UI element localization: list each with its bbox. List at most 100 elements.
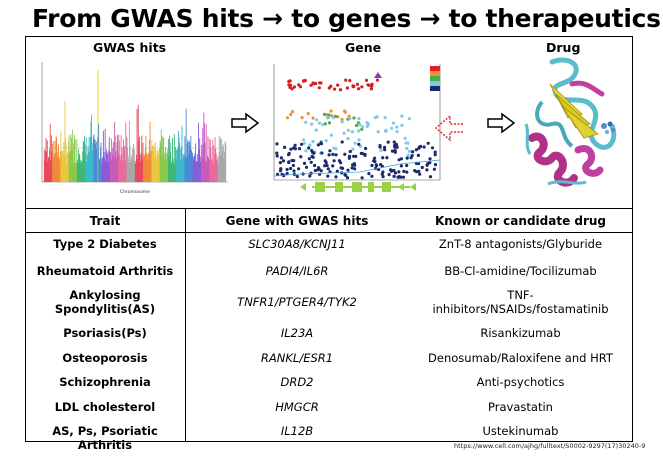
arrow-right-icon — [231, 112, 260, 134]
snp-point — [340, 117, 344, 122]
snp-point — [293, 147, 297, 151]
arrow-right-icon — [487, 112, 516, 134]
snp-point — [381, 170, 385, 174]
snp-point — [292, 169, 296, 173]
snp-point — [317, 86, 321, 90]
snp-point — [278, 161, 282, 165]
snp-point — [289, 147, 293, 151]
table-cell-drug: Ustekinumab — [482, 424, 559, 438]
snp-point — [426, 141, 430, 145]
snp-point — [335, 169, 339, 173]
snp-point — [346, 128, 350, 132]
snp-point — [306, 112, 310, 116]
protein-structure-image — [524, 57, 617, 187]
snp-point — [386, 140, 390, 144]
snp-point — [316, 168, 320, 172]
table-cell-drug: TNF- inhibitors/NSAIDs/fostamatinib — [408, 288, 633, 316]
snp-point — [285, 167, 289, 172]
snp-point — [310, 154, 314, 159]
table-cell-gene: IL12B — [280, 424, 314, 438]
snp-point — [392, 140, 396, 144]
snp-point — [290, 110, 295, 114]
snp-point — [350, 130, 354, 134]
panel-label-gene: Gene — [345, 40, 382, 55]
table-cell-trait: Rheumatoid Arthritis — [36, 264, 174, 278]
snp-point — [302, 138, 306, 142]
snp-point — [355, 82, 360, 86]
snp-point — [297, 83, 301, 87]
snp-point — [381, 156, 385, 160]
table-header-drug: Known or candidate drug — [434, 214, 607, 228]
snp-point — [300, 142, 304, 146]
snp-point — [418, 172, 422, 176]
snp-point — [433, 153, 437, 157]
table-col-divider — [185, 208, 186, 442]
snp-point — [316, 143, 320, 147]
table-header-gene: Gene with GWAS hits — [225, 214, 369, 228]
snp-point — [297, 147, 302, 151]
snp-point — [428, 175, 433, 179]
snp-point — [373, 116, 377, 120]
snp-point — [340, 140, 344, 144]
manhattan-xlabel: Chromosome — [120, 189, 150, 195]
table-cell-drug: Risankizumab — [480, 326, 561, 340]
snp-point — [329, 109, 333, 113]
snp-point — [418, 145, 422, 149]
red-dashed-arrow-icon — [434, 114, 463, 142]
table-cell-trait: Schizophrenia — [59, 375, 151, 389]
snp-point — [323, 122, 327, 126]
snp-point — [360, 127, 364, 131]
snp-point — [289, 166, 293, 171]
table-cell-trait: Ankylosing Spondylitis(AS) — [25, 288, 185, 316]
snp-point — [313, 163, 317, 168]
snp-point — [430, 146, 435, 150]
snp-point — [309, 83, 313, 87]
snp-point — [336, 83, 340, 87]
snp-point — [399, 164, 403, 168]
snp-point — [393, 171, 398, 175]
snp-point — [405, 170, 409, 174]
table-cell-drug: Anti-psychotics — [476, 375, 565, 389]
snp-point — [400, 123, 404, 127]
snp-point — [327, 121, 332, 125]
snp-point — [346, 168, 350, 172]
snp-point — [397, 175, 401, 179]
table-cell-trait: LDL cholesterol — [54, 400, 156, 414]
snp-point — [309, 160, 313, 164]
snp-point — [324, 139, 328, 143]
snp-point — [407, 149, 412, 153]
snp-point — [345, 86, 349, 90]
snp-point — [320, 151, 324, 155]
lead-snp-marker — [374, 72, 382, 78]
snp-point — [387, 173, 391, 177]
snp-point — [374, 163, 378, 167]
snp-point — [287, 160, 291, 165]
drug-line: inhibitors/NSAIDs/fostamatinib — [432, 302, 609, 316]
snp-point — [393, 145, 397, 149]
snp-point — [304, 149, 308, 153]
snp-point — [384, 128, 388, 132]
snp-point — [307, 146, 311, 150]
snp-point — [275, 154, 279, 158]
snp-point — [337, 159, 341, 163]
snp-point — [281, 159, 286, 163]
slide-title: From GWAS hits → to genes → to therapeut… — [32, 4, 661, 33]
snp-point — [359, 151, 363, 155]
snp-point — [409, 156, 413, 160]
trait-line: Ankylosing — [69, 288, 141, 302]
panel-label-gwas: GWAS hits — [93, 40, 167, 55]
snp-point — [289, 112, 293, 117]
trait-line: Spondylitis(AS) — [54, 302, 156, 316]
snp-point — [411, 150, 415, 154]
snp-point — [348, 116, 352, 121]
snp-point — [385, 156, 389, 160]
snp-point — [417, 169, 421, 173]
snp-point — [276, 172, 280, 176]
snp-point — [308, 143, 312, 147]
snp-point — [357, 87, 361, 91]
snp-point — [342, 131, 346, 135]
snp-point — [383, 145, 387, 149]
source-citation: https://www.cell.com/ajhg/fulltext/S0002… — [454, 442, 646, 450]
snp-point — [406, 141, 410, 145]
snp-point — [367, 172, 371, 176]
